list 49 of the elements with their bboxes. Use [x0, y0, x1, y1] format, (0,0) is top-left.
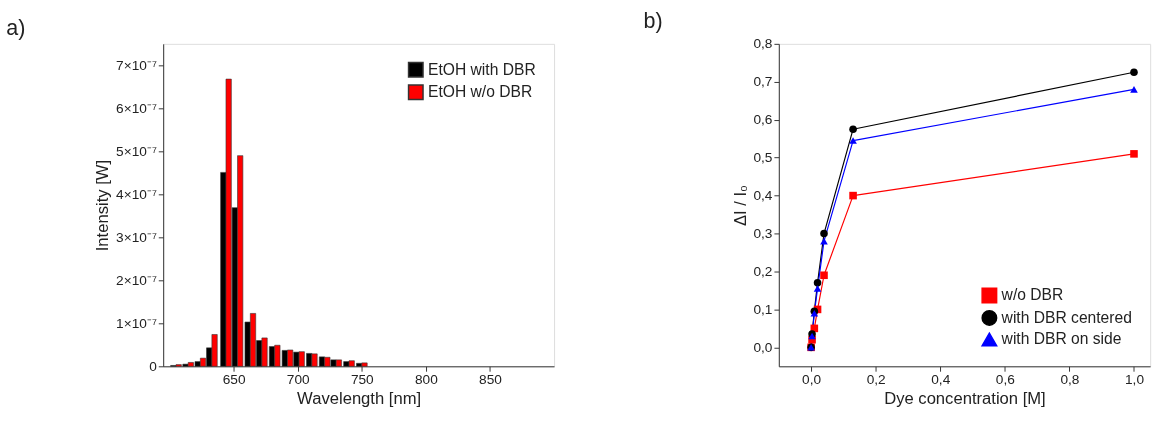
x-axis-title: Wavelength [nm]: [297, 388, 422, 408]
y-tick-label: 0,1: [753, 301, 773, 317]
y-tick-label: 4×10⁻⁷: [116, 186, 157, 202]
y-axis-title: Intensity [W]: [93, 159, 113, 252]
x-tick-label: 0,4: [931, 372, 951, 388]
point: [1130, 68, 1138, 77]
chart-title: a): [6, 16, 26, 41]
y-tick-label: 0,8: [753, 36, 773, 52]
x-tick-label: 750: [350, 372, 375, 388]
y-tick-label: 1×10⁻⁷: [116, 315, 157, 331]
y-tick-label: 3×10⁻⁷: [116, 229, 157, 245]
legend-label: EtOH w/o DBR: [428, 83, 533, 101]
point: [813, 285, 822, 292]
y-tick-label: 0: [149, 358, 158, 374]
y-tick-label: 0,5: [753, 150, 773, 166]
point: [849, 125, 857, 133]
y-tick-label: 0,7: [753, 74, 773, 90]
legend-label: w/o DBR: [1000, 286, 1064, 304]
y-tick-label: 7×10⁻⁷: [116, 57, 157, 73]
x-tick-label: 800: [414, 372, 439, 388]
y-tick-label: 0,0: [753, 339, 773, 355]
y-tick-label: 0,3: [753, 225, 773, 241]
x-tick-label: 0,0: [802, 372, 822, 388]
legend-label: with DBR on side: [1000, 330, 1122, 348]
x-tick-label: 700: [286, 372, 311, 388]
y-tick-label: 6×10⁻⁷: [116, 100, 157, 116]
x-tick-label: 650: [222, 372, 246, 388]
point: [820, 229, 828, 238]
y-tick-label: 5×10⁻⁷: [116, 143, 157, 159]
y-tick-label: 0,6: [753, 112, 773, 128]
y-axis-title: ΔI / I₀: [730, 185, 750, 227]
y-tick-label: 0,2: [753, 263, 773, 279]
y-tick-label: 0,4: [753, 187, 773, 203]
x-tick-label: 1,0: [1124, 372, 1145, 388]
x-tick-label: 0,2: [866, 372, 886, 388]
point: [1130, 150, 1138, 158]
x-tick-label: 850: [479, 372, 503, 388]
chart-title: b): [643, 9, 663, 34]
x-tick-label: 0,8: [1060, 372, 1080, 388]
legend-label: EtOH with DBR: [428, 60, 536, 78]
point: [820, 271, 828, 280]
x-tick-label: 0,6: [995, 372, 1015, 388]
legend-label: with DBR centered: [1000, 308, 1132, 326]
point: [849, 137, 857, 144]
point: [849, 191, 857, 200]
x-axis-title: Dye concentration [M]: [884, 388, 1046, 408]
y-tick-label: 2×10⁻⁷: [116, 272, 157, 288]
point: [813, 279, 822, 287]
point: [1130, 86, 1138, 93]
